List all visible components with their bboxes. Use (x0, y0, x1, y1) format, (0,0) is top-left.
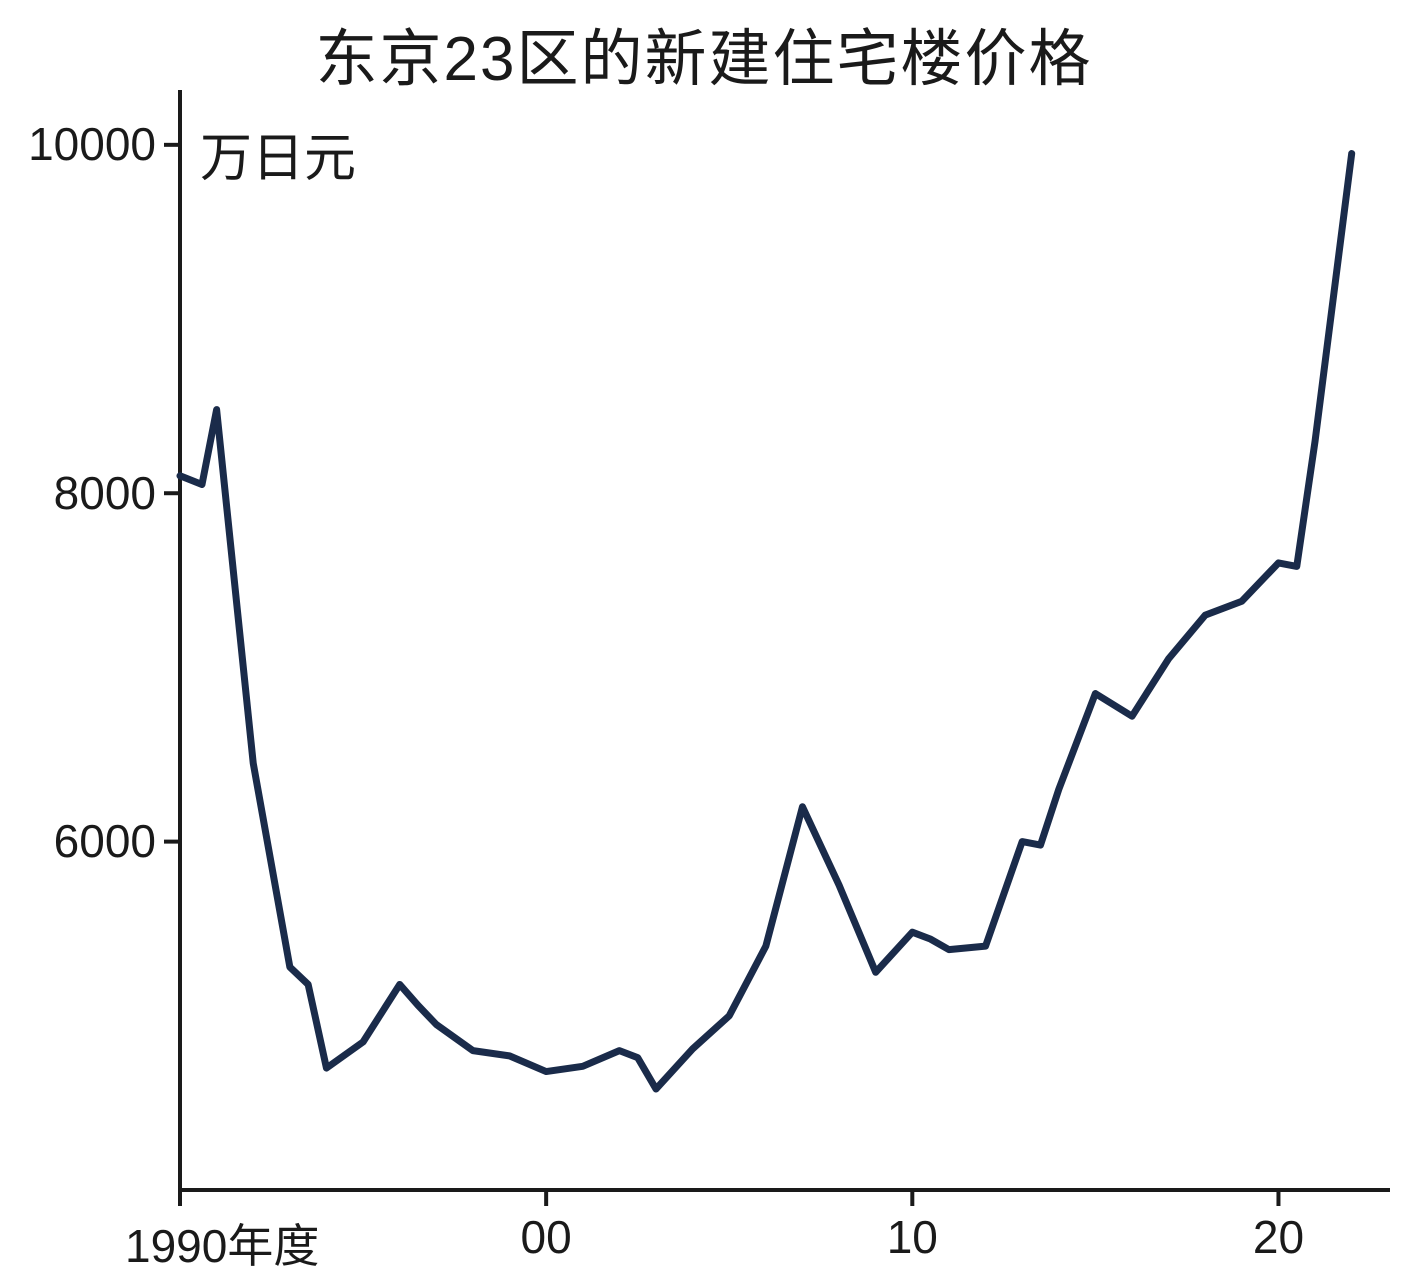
y-tick-label: 10000 (0, 117, 156, 171)
y-axis-unit: 万日元 (200, 116, 356, 191)
x-tick-label: 10 (852, 1210, 972, 1264)
x-tick-label: 20 (1218, 1210, 1338, 1264)
x-tick-label: 1990年度 (125, 1210, 405, 1276)
y-tick-label: 8000 (0, 466, 156, 520)
x-tick-label: 00 (486, 1210, 606, 1264)
chart-svg (0, 0, 1408, 1280)
chart-container: 东京23区的新建住宅楼价格 6000800010000万日元1990年度0010… (0, 0, 1408, 1280)
price-line (180, 154, 1352, 1089)
y-tick-label: 6000 (0, 814, 156, 868)
